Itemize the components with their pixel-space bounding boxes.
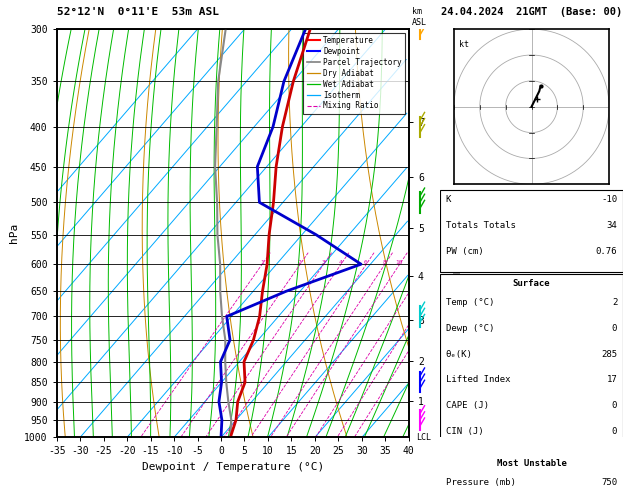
- Text: 750: 750: [601, 478, 617, 486]
- X-axis label: Dewpoint / Temperature (°C): Dewpoint / Temperature (°C): [142, 462, 324, 472]
- Bar: [440, 191, 623, 272]
- Text: -10: -10: [601, 195, 617, 204]
- Text: 285: 285: [601, 349, 617, 359]
- Text: CAPE (J): CAPE (J): [446, 401, 489, 410]
- Text: 3: 3: [321, 260, 325, 265]
- Text: © weatheronline.co.uk: © weatheronline.co.uk: [483, 424, 580, 434]
- Text: 4: 4: [338, 260, 342, 265]
- Text: Lifted Index: Lifted Index: [446, 375, 510, 384]
- Text: LCL: LCL: [416, 433, 431, 442]
- Y-axis label: hPa: hPa: [9, 223, 18, 243]
- Text: K: K: [446, 195, 451, 204]
- Text: kt: kt: [459, 39, 469, 49]
- Bar: [440, 274, 623, 451]
- Text: θₑ(K): θₑ(K): [446, 349, 472, 359]
- Text: 34: 34: [606, 221, 617, 230]
- Text: 0: 0: [612, 401, 617, 410]
- Text: CIN (J): CIN (J): [446, 427, 484, 436]
- Text: km
ASL: km ASL: [412, 7, 427, 27]
- Bar: [440, 454, 623, 486]
- Text: Surface: Surface: [513, 278, 550, 288]
- Text: 52°12'N  0°11'E  53m ASL: 52°12'N 0°11'E 53m ASL: [57, 7, 219, 17]
- Text: 0: 0: [612, 324, 617, 333]
- Text: 1: 1: [260, 260, 264, 265]
- Text: 2: 2: [298, 260, 301, 265]
- Text: 24.04.2024  21GMT  (Base: 00): 24.04.2024 21GMT (Base: 00): [441, 7, 622, 17]
- Text: 0: 0: [612, 427, 617, 436]
- Text: Temp (°C): Temp (°C): [446, 298, 494, 307]
- Text: 2: 2: [612, 298, 617, 307]
- Text: Most Unstable: Most Unstable: [496, 459, 567, 468]
- Text: Totals Totals: Totals Totals: [446, 221, 516, 230]
- Text: 6: 6: [364, 260, 368, 265]
- Text: PW (cm): PW (cm): [446, 247, 484, 256]
- Text: Pressure (mb): Pressure (mb): [446, 478, 516, 486]
- Text: 10: 10: [396, 260, 403, 265]
- Text: 0.76: 0.76: [596, 247, 617, 256]
- Text: 17: 17: [606, 375, 617, 384]
- Text: 8: 8: [382, 260, 386, 265]
- Legend: Temperature, Dewpoint, Parcel Trajectory, Dry Adiabat, Wet Adiabat, Isotherm, Mi: Temperature, Dewpoint, Parcel Trajectory…: [303, 33, 405, 114]
- Text: Dewp (°C): Dewp (°C): [446, 324, 494, 333]
- Text: Mixing Ratio (g/kg): Mixing Ratio (g/kg): [454, 190, 463, 277]
